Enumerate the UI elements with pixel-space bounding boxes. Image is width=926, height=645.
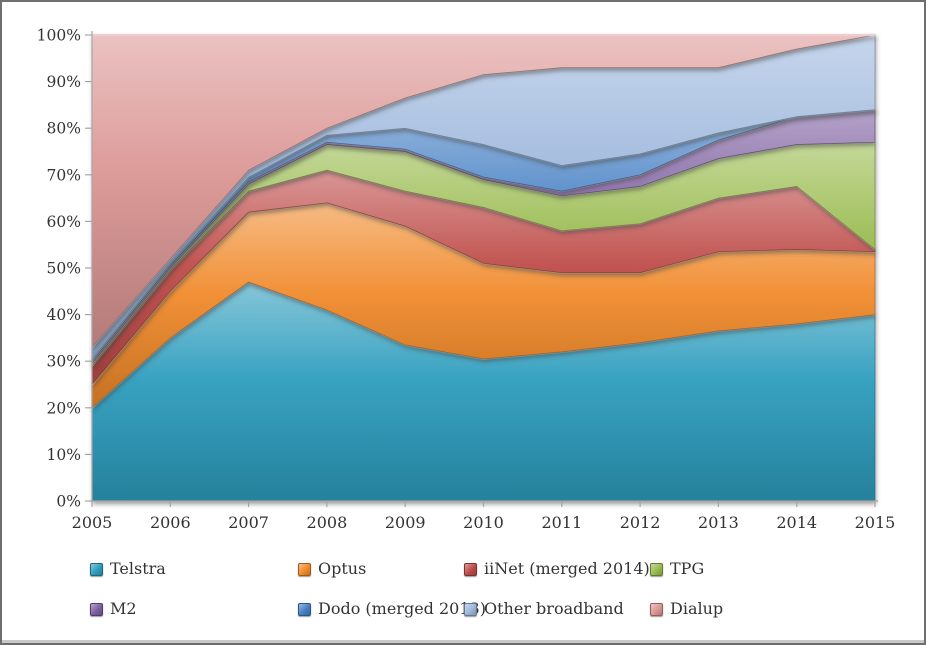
x-tick-label: 2006 xyxy=(150,513,191,532)
legend-item-telstra: Telstra xyxy=(90,561,166,577)
x-tick-label: 2005 xyxy=(72,513,113,532)
y-tick-label: 60% xyxy=(47,213,81,231)
legend-swatch-icon xyxy=(90,562,103,576)
x-tick-label: 2014 xyxy=(776,513,817,532)
y-tick-label: 100% xyxy=(37,27,81,45)
legend-label: Telstra xyxy=(110,559,166,578)
legend-swatch-icon xyxy=(464,562,477,576)
legend-swatch-icon xyxy=(298,602,311,616)
y-tick-label: 20% xyxy=(47,399,81,417)
y-tick-label: 40% xyxy=(47,306,81,324)
x-tick-label: 2007 xyxy=(228,513,269,532)
x-tick-label: 2011 xyxy=(541,513,582,532)
legend-label: Optus xyxy=(318,559,367,578)
y-tick-label: 70% xyxy=(47,166,81,184)
legend-label: Dodo (merged 2013) xyxy=(318,599,486,618)
legend-item-iinet-merged-2014: iiNet (merged 2014) xyxy=(464,561,650,577)
y-tick-label: 30% xyxy=(47,353,81,371)
legend-item-tpg: TPG xyxy=(650,561,704,577)
stacked-area-chart: 0% 10% 20% 30% 40% 50% 60% 70% 80% 90% 100% 2005 200… xyxy=(37,27,896,533)
x-tick-label: 2010 xyxy=(463,513,504,532)
y-tick-label: 50% xyxy=(47,260,81,278)
legend-item-dodo-merged-2013: Dodo (merged 2013) xyxy=(298,601,486,617)
legend-item-optus: Optus xyxy=(298,561,366,577)
x-tick-label: 2008 xyxy=(307,513,348,532)
x-tick-label: 2009 xyxy=(385,513,426,532)
x-tick-label: 2015 xyxy=(855,513,896,532)
legend-label: iiNet (merged 2014) xyxy=(484,559,650,578)
area-band-dialup xyxy=(91,33,876,349)
x-tick-label: 2012 xyxy=(620,513,661,532)
legend-label: M2 xyxy=(110,599,137,618)
legend-swatch-icon xyxy=(90,602,103,616)
legend-item-m2: M2 xyxy=(90,601,137,617)
legend-item-other-broadband: Other broadband xyxy=(464,601,624,617)
x-tick-label: 2013 xyxy=(698,513,739,532)
y-tick-label: 10% xyxy=(47,446,81,464)
legend-item-dialup: Dialup xyxy=(650,601,723,617)
legend-label: Other broadband xyxy=(484,599,624,618)
y-tick-label: 0% xyxy=(56,493,81,511)
y-tick-label: 90% xyxy=(47,73,81,91)
legend-swatch-icon xyxy=(650,562,663,576)
legend-label: Dialup xyxy=(670,599,724,618)
legend-label: TPG xyxy=(670,559,705,578)
legend-swatch-icon xyxy=(464,602,477,616)
legend-swatch-icon xyxy=(650,602,663,616)
legend-swatch-icon xyxy=(298,562,311,576)
y-tick-label: 80% xyxy=(47,120,81,138)
